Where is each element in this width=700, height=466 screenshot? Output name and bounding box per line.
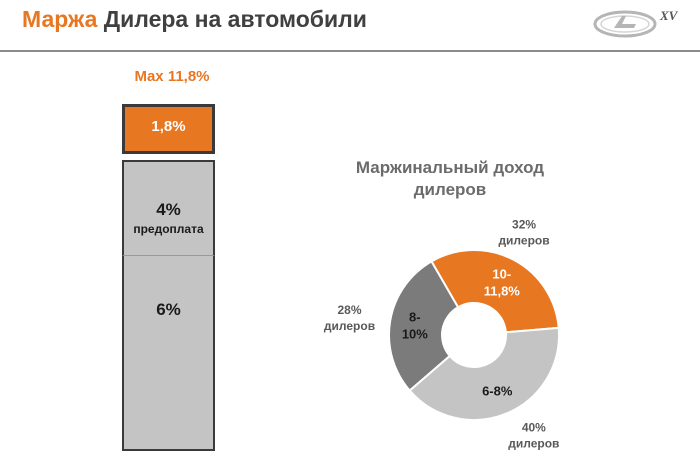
donut-slice-label: 8-	[409, 309, 421, 324]
donut-outer-label: дилеров	[324, 319, 375, 333]
bar-segment-top-label: 1,8%	[151, 118, 186, 135]
logo-boat-icon	[614, 16, 636, 28]
page-title: Маржа Дилера на автомобили	[22, 6, 367, 33]
bar-title: Max 11,8%	[134, 68, 210, 85]
donut-outer-label: дилеров	[498, 233, 549, 247]
bar-segment-middle-sublabel: предоплата	[133, 222, 204, 236]
donut-outer-label: 40%	[522, 421, 546, 435]
donut-slice-3	[388, 260, 460, 392]
logo-badge: XV	[659, 8, 679, 23]
donut-slice-label: 6-8%	[482, 383, 513, 398]
bar-segment-top: 1,8%	[122, 104, 215, 154]
title-accent: Маржа	[22, 6, 98, 32]
logo-oval	[593, 10, 657, 38]
bar-segment-bottom: 6%	[122, 255, 215, 451]
donut-slice-label: 10%	[402, 326, 428, 341]
bar-segment-middle-label: 4%	[156, 200, 181, 219]
donut-slice-label: 10-	[492, 266, 511, 281]
bar-segment-bottom-label: 6%	[156, 300, 181, 319]
donut-outer-label: 28%	[337, 303, 361, 317]
bar-segment-middle: 4% предоплата	[122, 160, 215, 255]
title-rest: Дилера на автомобили	[97, 6, 367, 32]
donut-slice-label: 11,8%	[484, 283, 521, 298]
header-divider	[0, 50, 700, 52]
header: Маржа Дилера на автомобили XV	[0, 0, 700, 52]
donut-slice-1	[430, 249, 560, 334]
donut-outer-label: дилеров	[508, 437, 559, 451]
donut-outer-label: 32%	[512, 217, 536, 231]
lada-logo: XV	[593, 8, 679, 38]
donut-title: Маржинальный доход дилеров	[355, 158, 545, 199]
donut-slice-2	[408, 326, 560, 421]
